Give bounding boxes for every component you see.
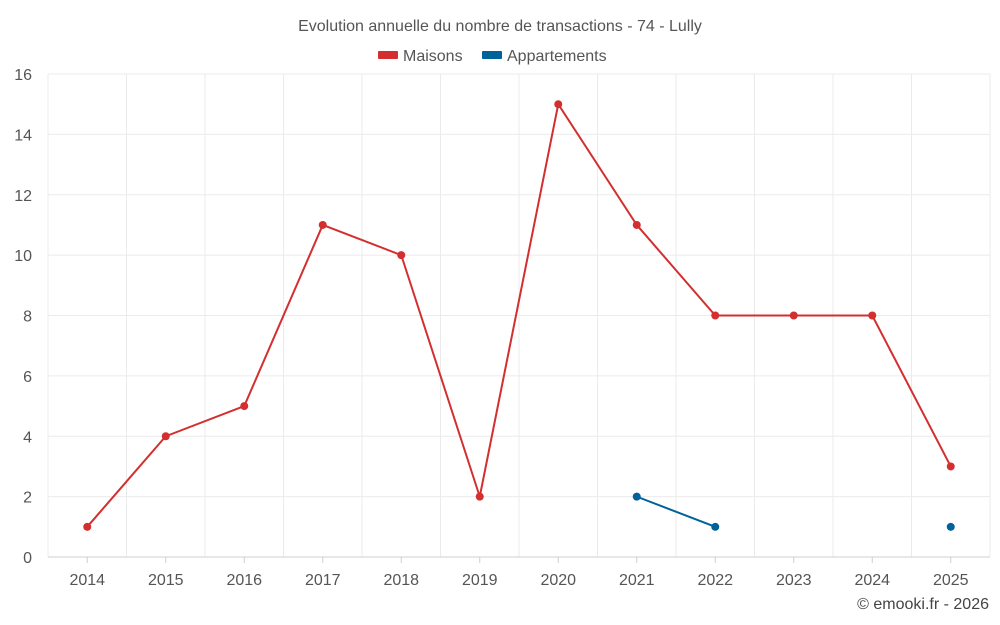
- y-tick-label: 2: [23, 490, 32, 507]
- x-tick-label: 2023: [776, 572, 812, 589]
- x-tick-label: 2016: [226, 572, 262, 589]
- data-point-maisons[interactable]: [161, 432, 170, 441]
- y-tick-label: 6: [23, 369, 32, 386]
- data-point-maisons[interactable]: [318, 220, 327, 229]
- y-tick-label: 4: [23, 429, 32, 446]
- x-tick-label: 2024: [854, 572, 890, 589]
- series-maisons: [83, 100, 955, 531]
- legend-item-maisons[interactable]: Maisons: [378, 48, 463, 65]
- legend-label-appartements: Appartements: [507, 48, 607, 65]
- data-point-maisons[interactable]: [632, 220, 641, 229]
- credit-text: © emooki.fr - 2026: [857, 596, 989, 613]
- legend-label-maisons: Maisons: [403, 48, 463, 65]
- data-point-maisons[interactable]: [83, 522, 92, 531]
- y-tick-label: 0: [23, 550, 32, 567]
- x-tick-label: 2025: [933, 572, 969, 589]
- data-point-maisons[interactable]: [397, 251, 406, 260]
- data-point-appartements[interactable]: [946, 522, 955, 531]
- chart-title: Evolution annuelle du nombre de transact…: [298, 18, 702, 35]
- x-tick-label: 2020: [540, 572, 576, 589]
- legend: Maisons Appartements: [378, 48, 607, 65]
- data-point-maisons[interactable]: [240, 402, 249, 411]
- x-tick-label: 2019: [462, 572, 498, 589]
- data-point-maisons[interactable]: [475, 492, 484, 501]
- data-point-maisons[interactable]: [868, 311, 877, 320]
- x-tick-label: 2014: [69, 572, 105, 589]
- y-tick-label: 12: [14, 188, 32, 205]
- legend-swatch-maisons: [378, 51, 398, 59]
- data-point-maisons[interactable]: [946, 462, 955, 471]
- data-point-maisons[interactable]: [554, 100, 563, 109]
- x-tick-label: 2021: [619, 572, 655, 589]
- data-point-maisons[interactable]: [789, 311, 798, 320]
- y-tick-label: 16: [14, 67, 32, 84]
- data-point-maisons[interactable]: [711, 311, 720, 320]
- x-tick-label: 2022: [697, 572, 733, 589]
- x-tick-label: 2015: [148, 572, 184, 589]
- series-line-appartements: [636, 495, 716, 528]
- legend-swatch-appartements: [482, 51, 502, 59]
- y-tick-label: 8: [23, 309, 32, 326]
- series-appartements: [632, 492, 955, 531]
- y-tick-label: 14: [14, 127, 32, 144]
- series-line-maisons: [86, 103, 952, 528]
- legend-item-appartements[interactable]: Appartements: [482, 48, 607, 65]
- data-point-appartements[interactable]: [632, 492, 641, 501]
- data-point-appartements[interactable]: [711, 522, 720, 531]
- x-tick-label: 2017: [305, 572, 341, 589]
- series: [83, 100, 955, 531]
- y-tick-label: 10: [14, 248, 32, 265]
- x-tick-label: 2018: [383, 572, 419, 589]
- axes: 0 2 4 6 8 10 12 14 16 2014 2015 2016 2017 2018 2019 202…: [14, 67, 990, 589]
